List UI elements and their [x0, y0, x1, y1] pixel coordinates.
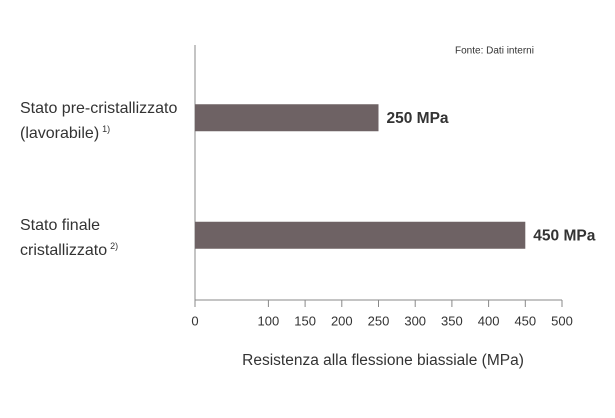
bar	[195, 104, 379, 132]
value-label: 450 MPa	[533, 227, 595, 244]
x-tick-label: 500	[551, 313, 573, 328]
category-label: Stato pre-cristallizzato (lavorabile) 1)	[20, 98, 192, 144]
x-axis-title: Resistenza alla flessione biassiale (MPa…	[242, 352, 524, 369]
x-tick-label: 150	[294, 313, 316, 328]
category-text: Stato pre-cristallizzato (lavorabile)	[20, 99, 178, 142]
category-note: 1)	[102, 123, 111, 134]
x-tick-label: 200	[331, 313, 353, 328]
category-text: Stato finale cristallizzato	[20, 217, 108, 260]
category-label: Stato finale cristallizzato 2)	[20, 215, 192, 261]
x-tick-label: 350	[441, 313, 463, 328]
x-tick-label: 0	[191, 313, 198, 328]
x-tick-label: 100	[258, 313, 280, 328]
value-label: 250 MPa	[387, 110, 449, 127]
x-tick-label: 400	[478, 313, 500, 328]
x-tick-label: 450	[514, 313, 536, 328]
x-tick-label: 300	[404, 313, 426, 328]
x-tick-label: 250	[368, 313, 390, 328]
bar	[195, 221, 526, 249]
category-note: 2)	[110, 241, 119, 252]
source-note: Fonte: Dati interni	[455, 46, 534, 57]
